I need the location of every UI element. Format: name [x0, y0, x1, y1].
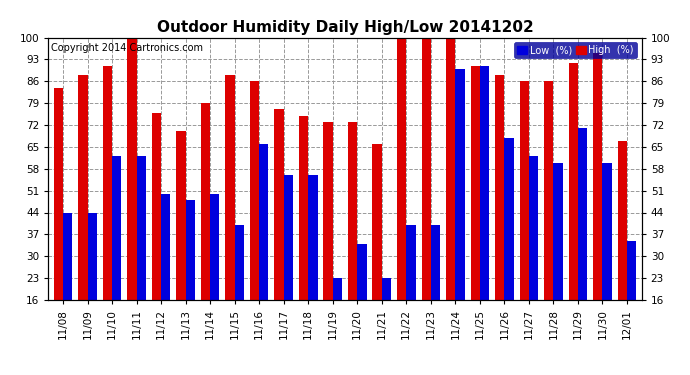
Title: Outdoor Humidity Daily High/Low 20141202: Outdoor Humidity Daily High/Low 20141202	[157, 20, 533, 35]
Bar	[431, 225, 440, 300]
Bar	[422, 38, 431, 300]
Bar	[78, 75, 88, 300]
Bar	[324, 122, 333, 300]
Bar	[529, 156, 538, 300]
Legend: Low  (%), High  (%): Low (%), High (%)	[514, 42, 637, 58]
Bar	[210, 194, 219, 300]
Bar	[504, 138, 513, 300]
Bar	[226, 75, 235, 300]
Bar	[593, 53, 602, 300]
Bar	[103, 66, 112, 300]
Bar	[308, 175, 317, 300]
Bar	[259, 144, 268, 300]
Bar	[186, 200, 195, 300]
Bar	[348, 122, 357, 300]
Bar	[177, 131, 186, 300]
Bar	[455, 69, 464, 300]
Bar	[299, 116, 308, 300]
Bar	[127, 38, 137, 300]
Text: Copyright 2014 Cartronics.com: Copyright 2014 Cartronics.com	[51, 43, 204, 53]
Bar	[553, 162, 563, 300]
Bar	[602, 162, 612, 300]
Bar	[618, 141, 627, 300]
Bar	[152, 112, 161, 300]
Bar	[495, 75, 504, 300]
Bar	[284, 175, 293, 300]
Bar	[397, 38, 406, 300]
Bar	[578, 128, 587, 300]
Bar	[480, 66, 489, 300]
Bar	[544, 81, 553, 300]
Bar	[471, 66, 480, 300]
Bar	[201, 103, 210, 300]
Bar	[63, 213, 72, 300]
Bar	[137, 156, 146, 300]
Bar	[333, 278, 342, 300]
Bar	[357, 244, 366, 300]
Bar	[520, 81, 529, 300]
Bar	[54, 87, 63, 300]
Bar	[112, 156, 121, 300]
Bar	[161, 194, 170, 300]
Bar	[627, 241, 636, 300]
Bar	[569, 63, 578, 300]
Bar	[382, 278, 391, 300]
Bar	[88, 213, 97, 300]
Bar	[446, 38, 455, 300]
Bar	[250, 81, 259, 300]
Bar	[275, 110, 284, 300]
Bar	[373, 144, 382, 300]
Bar	[406, 225, 415, 300]
Bar	[235, 225, 244, 300]
